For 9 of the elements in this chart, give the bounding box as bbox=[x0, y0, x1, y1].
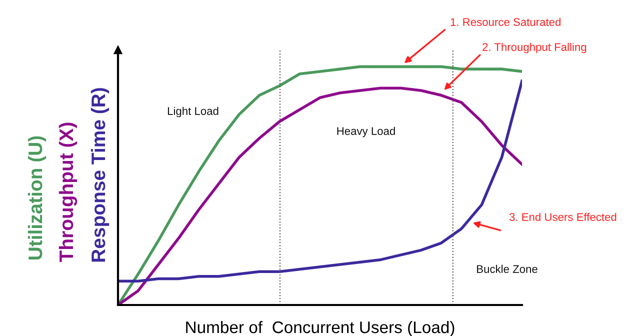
annotation: Light Load bbox=[168, 106, 218, 118]
text: 1. Resource Saturated bbox=[450, 18, 560, 26]
text: Utilization (U) bbox=[28, 136, 46, 260]
annotation: Heavy Load bbox=[337, 126, 395, 138]
text: Response Time (R) bbox=[90, 88, 110, 262]
text: 2. Throughput Falling bbox=[482, 42, 586, 54]
text: Throughput (X) bbox=[58, 122, 78, 262]
annotation: 3. End Users Effected bbox=[509, 212, 616, 221]
annotation: Buckle Zone bbox=[477, 264, 538, 273]
